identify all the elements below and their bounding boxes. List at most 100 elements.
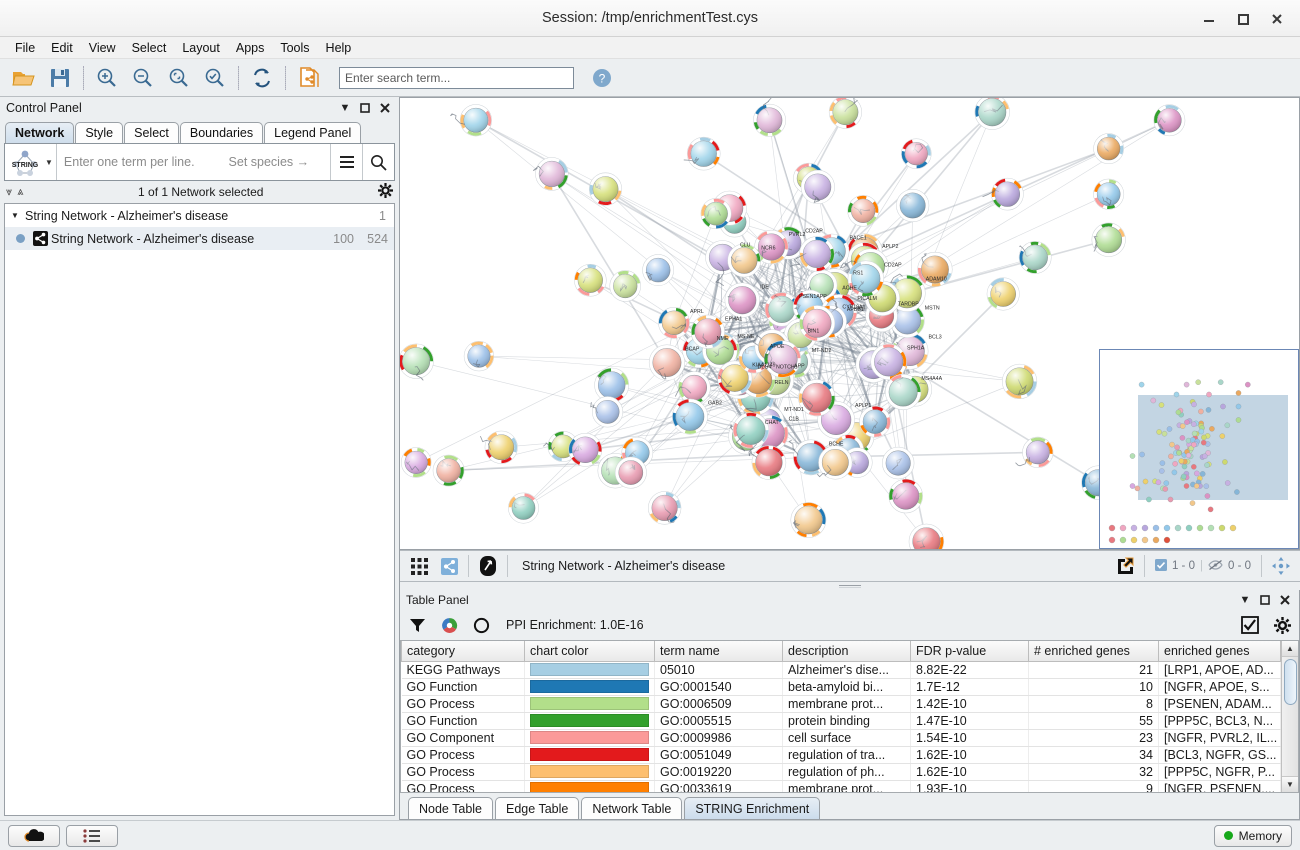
network-view[interactable]: MT-ND2 MT-ND1 GAB2 RS1 BCHE C1B CHAT ACHE CLU NME… — [400, 97, 1300, 550]
minimize-icon[interactable] — [1194, 5, 1224, 33]
tree-root-row[interactable]: ▼ String Network - Alzheimer's disease 1 — [5, 204, 394, 227]
enrichment-table[interactable]: category chart color term name descripti… — [401, 641, 1281, 792]
expand-all-icon[interactable]: ⩓ — [17, 185, 24, 198]
col-term-name[interactable]: term name — [654, 641, 783, 662]
cell-description: membrane prot... — [782, 695, 911, 713]
tab-boundaries[interactable]: Boundaries — [179, 122, 264, 143]
tree-child-row[interactable]: String Network - Alzheimer's disease 100… — [5, 227, 394, 250]
share-network-icon[interactable] — [434, 553, 464, 579]
enrichment-table-grid[interactable]: category chart color term name descripti… — [400, 640, 1299, 793]
col-fdr-pvalue[interactable]: FDR p-value — [910, 641, 1029, 662]
col-enriched-count[interactable]: # enriched genes — [1028, 641, 1159, 662]
menu-file[interactable]: File — [15, 40, 36, 55]
tab-edge-table[interactable]: Edge Table — [495, 797, 580, 819]
table-row[interactable]: GO Process GO:0019220 regulation of ph... 1… — [401, 763, 1281, 781]
zoom-out-icon[interactable] — [125, 61, 161, 95]
menu-layout[interactable]: Layout — [182, 40, 220, 55]
svg-text:EPHA1: EPHA1 — [725, 317, 742, 323]
chevron-down-icon[interactable]: ▼ — [45, 157, 53, 167]
color-swatch — [530, 748, 649, 761]
close-panel-icon[interactable] — [1277, 592, 1293, 608]
tab-node-table[interactable]: Node Table — [408, 797, 494, 819]
close-panel-icon[interactable] — [377, 100, 393, 116]
menu-tools[interactable]: Tools — [280, 40, 310, 55]
save-icon[interactable] — [42, 61, 78, 95]
close-icon[interactable] — [1262, 5, 1292, 33]
gear-icon[interactable] — [378, 183, 393, 201]
list-icon[interactable] — [66, 824, 118, 847]
control-panel-tabs: Network Style Select Boundaries Legend P… — [0, 119, 399, 143]
float-panel-icon[interactable] — [1257, 592, 1273, 608]
zoom-in-icon[interactable] — [89, 61, 125, 95]
tab-network-table[interactable]: Network Table — [581, 797, 683, 819]
menu-help[interactable]: Help — [325, 40, 352, 55]
tab-network[interactable]: Network — [5, 122, 75, 143]
select-checkbox-icon[interactable] — [1154, 558, 1167, 574]
menu-edit[interactable]: Edit — [51, 40, 73, 55]
set-species-link[interactable]: Set species → — [228, 155, 310, 169]
float-panel-icon[interactable] — [357, 100, 373, 116]
window-controls — [1194, 0, 1292, 37]
scroll-down-arrow[interactable]: ▼ — [1282, 776, 1298, 792]
col-chart-color[interactable]: chart color — [524, 641, 655, 662]
cell-fdr: 1.62E-10 — [910, 746, 1029, 764]
svg-text:STRING: STRING — [12, 162, 39, 169]
panel-resize-grip[interactable] — [400, 582, 1300, 590]
toolbar-separator-4 — [1261, 555, 1262, 577]
tab-string-enrichment[interactable]: STRING Enrichment — [684, 797, 821, 819]
collapse-all-icon[interactable]: ⩔ — [6, 185, 13, 198]
tab-legend-panel[interactable]: Legend Panel — [264, 122, 362, 143]
network-tree[interactable]: ▼ String Network - Alzheimer's disease 1… — [4, 203, 395, 816]
menu-view[interactable]: View — [88, 40, 116, 55]
col-description[interactable]: description — [782, 641, 911, 662]
grid-layout-icon[interactable] — [404, 553, 434, 579]
zoom-selected-icon[interactable] — [197, 61, 233, 95]
network-overview-panel[interactable] — [1099, 349, 1299, 549]
table-row[interactable]: GO Process GO:0033619 membrane prot... 1.93… — [401, 780, 1281, 792]
table-row[interactable]: GO Process GO:0051049 regulation of tra...… — [401, 746, 1281, 764]
tab-select[interactable]: Select — [124, 122, 179, 143]
menu-select[interactable]: Select — [131, 40, 167, 55]
string-logo-icon[interactable]: STRING — [5, 144, 45, 180]
donut-icon[interactable] — [470, 614, 492, 636]
scroll-thumb[interactable] — [1283, 659, 1297, 705]
table-header-row: category chart color term name descripti… — [401, 641, 1281, 662]
cloud-icon[interactable] — [8, 824, 60, 847]
scroll-up-arrow[interactable]: ▲ — [1282, 641, 1298, 657]
table-row[interactable]: GO Component GO:0009986 cell surface 1.54E-… — [401, 729, 1281, 747]
chevron-down-icon[interactable]: ▼ — [339, 102, 351, 114]
col-enriched-genes[interactable]: enriched genes — [1158, 641, 1281, 662]
cell-description: beta-amyloid bi... — [782, 678, 911, 696]
help-icon[interactable]: ? — [590, 66, 614, 90]
select-all-checkbox-icon[interactable] — [1239, 614, 1261, 636]
search-input[interactable]: Enter search term... — [339, 66, 574, 89]
string-term-input[interactable]: Enter one term per line. Set species → — [55, 144, 330, 180]
chevron-down-icon[interactable]: ▼ — [1239, 594, 1251, 606]
export-network-icon[interactable] — [291, 61, 327, 95]
annotation-icon[interactable] — [473, 553, 503, 579]
col-category[interactable]: category — [401, 641, 525, 662]
chart-color-icon[interactable] — [438, 614, 460, 636]
open-folder-icon[interactable] — [6, 61, 42, 95]
memory-status[interactable]: Memory — [1213, 824, 1292, 847]
search-icon[interactable] — [362, 144, 394, 180]
zoom-fit-icon[interactable] — [161, 61, 197, 95]
hamburger-icon[interactable] — [330, 144, 362, 180]
table-row[interactable]: KEGG Pathways 05010 Alzheimer's dise... 8.8… — [401, 661, 1281, 679]
fit-content-icon[interactable] — [1266, 553, 1296, 579]
menu-apps[interactable]: Apps — [235, 40, 265, 55]
maximize-icon[interactable] — [1228, 5, 1258, 33]
hidden-eye-icon[interactable] — [1208, 559, 1223, 574]
tab-style[interactable]: Style — [75, 122, 124, 143]
table-panel-title: Table Panel — [406, 593, 469, 607]
table-vertical-scrollbar[interactable]: ▲ ▼ — [1281, 641, 1298, 792]
title-bar: Session: /tmp/enrichmentTest.cys — [0, 0, 1300, 37]
gear-icon[interactable] — [1271, 614, 1293, 636]
refresh-icon[interactable] — [244, 61, 280, 95]
table-row[interactable]: GO Function GO:0005515 protein binding 1.47… — [401, 712, 1281, 730]
table-row[interactable]: GO Function GO:0001540 beta-amyloid bi... 1… — [401, 678, 1281, 696]
export-image-icon[interactable] — [1110, 553, 1140, 579]
table-row[interactable]: GO Process GO:0006509 membrane prot... 1.42… — [401, 695, 1281, 713]
filter-icon[interactable] — [406, 614, 428, 636]
expander-icon[interactable]: ▼ — [11, 211, 19, 220]
